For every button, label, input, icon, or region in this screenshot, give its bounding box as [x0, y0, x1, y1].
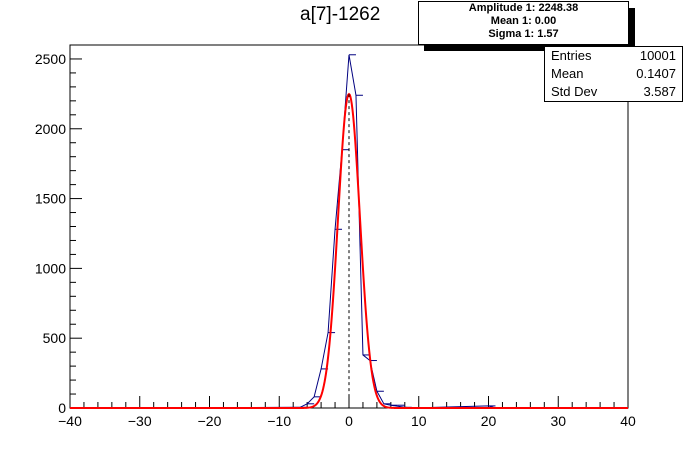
stats-key: Std Dev [551, 83, 597, 101]
x-tick-label: 10 [411, 413, 427, 429]
stats-row-stddev: Std Dev 3.587 [545, 83, 682, 101]
x-tick-label: −10 [267, 413, 291, 429]
stats-value: 3.587 [643, 83, 676, 101]
x-tick-label: 20 [481, 413, 497, 429]
y-tick-label: 2500 [35, 51, 66, 67]
stats-box: Entries 10001 Mean 0.1407 Std Dev 3.587 [544, 46, 683, 102]
stats-row-mean: Mean 0.1407 [545, 65, 682, 83]
x-tick-label: 30 [550, 413, 566, 429]
stats-value: 10001 [640, 47, 676, 65]
x-tick-label: −30 [128, 413, 152, 429]
fit-mean: Mean 1: 0.00 [419, 15, 628, 28]
fit-amplitude: Amplitude 1: 2248.38 [419, 2, 628, 15]
y-tick-label: 500 [43, 330, 67, 346]
y-tick-label: 2000 [35, 121, 66, 137]
y-tick-label: 1500 [35, 191, 66, 207]
y-tick-label: 1000 [35, 260, 66, 276]
stats-key: Mean [551, 65, 584, 83]
stats-box-header [545, 29, 682, 47]
x-tick-label: 0 [345, 413, 353, 429]
stats-value: 0.1407 [636, 65, 676, 83]
x-tick-label: 40 [620, 413, 636, 429]
x-tick-label: −40 [58, 413, 82, 429]
stats-key: Entries [551, 47, 591, 65]
x-tick-label: −20 [198, 413, 222, 429]
stats-row-entries: Entries 10001 [545, 47, 682, 65]
chart-title: a[7]-1262 [300, 4, 380, 26]
